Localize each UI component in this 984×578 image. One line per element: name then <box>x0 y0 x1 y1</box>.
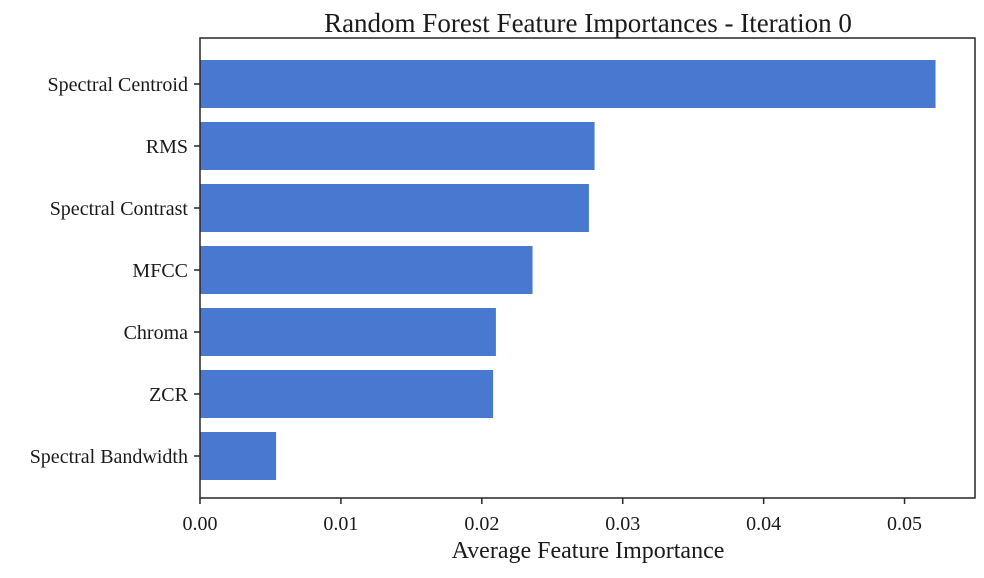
y-axis-ticks: Spectral Centroid RMS Spectral Contrast MFC… <box>30 74 200 468</box>
bar-chroma <box>200 308 496 356</box>
y-tick-label: Spectral Contrast <box>50 198 189 220</box>
x-tick-label: 0.02 <box>464 513 499 535</box>
chart-title: Random Forest Feature Importances - Iter… <box>324 8 852 38</box>
x-tick-label: 0.00 <box>183 513 218 535</box>
plot-frame <box>199 37 976 499</box>
bar-zcr <box>200 370 494 418</box>
x-tick-label: 0.01 <box>323 513 358 535</box>
y-tick-label: Spectral Bandwidth <box>30 446 188 468</box>
bar-spectral-centroid <box>200 60 936 108</box>
bar-rms <box>200 122 595 170</box>
y-tick-label: Spectral Centroid <box>47 74 188 96</box>
bar-spectral-contrast <box>200 184 589 232</box>
y-tick-label: Chroma <box>124 322 189 344</box>
x-axis-ticks: 0.00 0.01 0.02 0.03 0.04 0.05 <box>183 498 922 535</box>
y-tick-label: ZCR <box>149 384 189 406</box>
x-tick-label: 0.03 <box>605 513 640 535</box>
y-tick-label: MFCC <box>132 260 188 282</box>
x-tick-label: 0.04 <box>746 513 781 535</box>
bar-mfcc <box>200 246 533 294</box>
bar-spectral-bandwidth <box>200 432 277 480</box>
x-tick-label: 0.05 <box>887 513 922 535</box>
x-axis-label: Average Feature Importance <box>452 538 725 564</box>
y-tick-label: RMS <box>146 136 188 158</box>
bars-group <box>200 60 936 480</box>
